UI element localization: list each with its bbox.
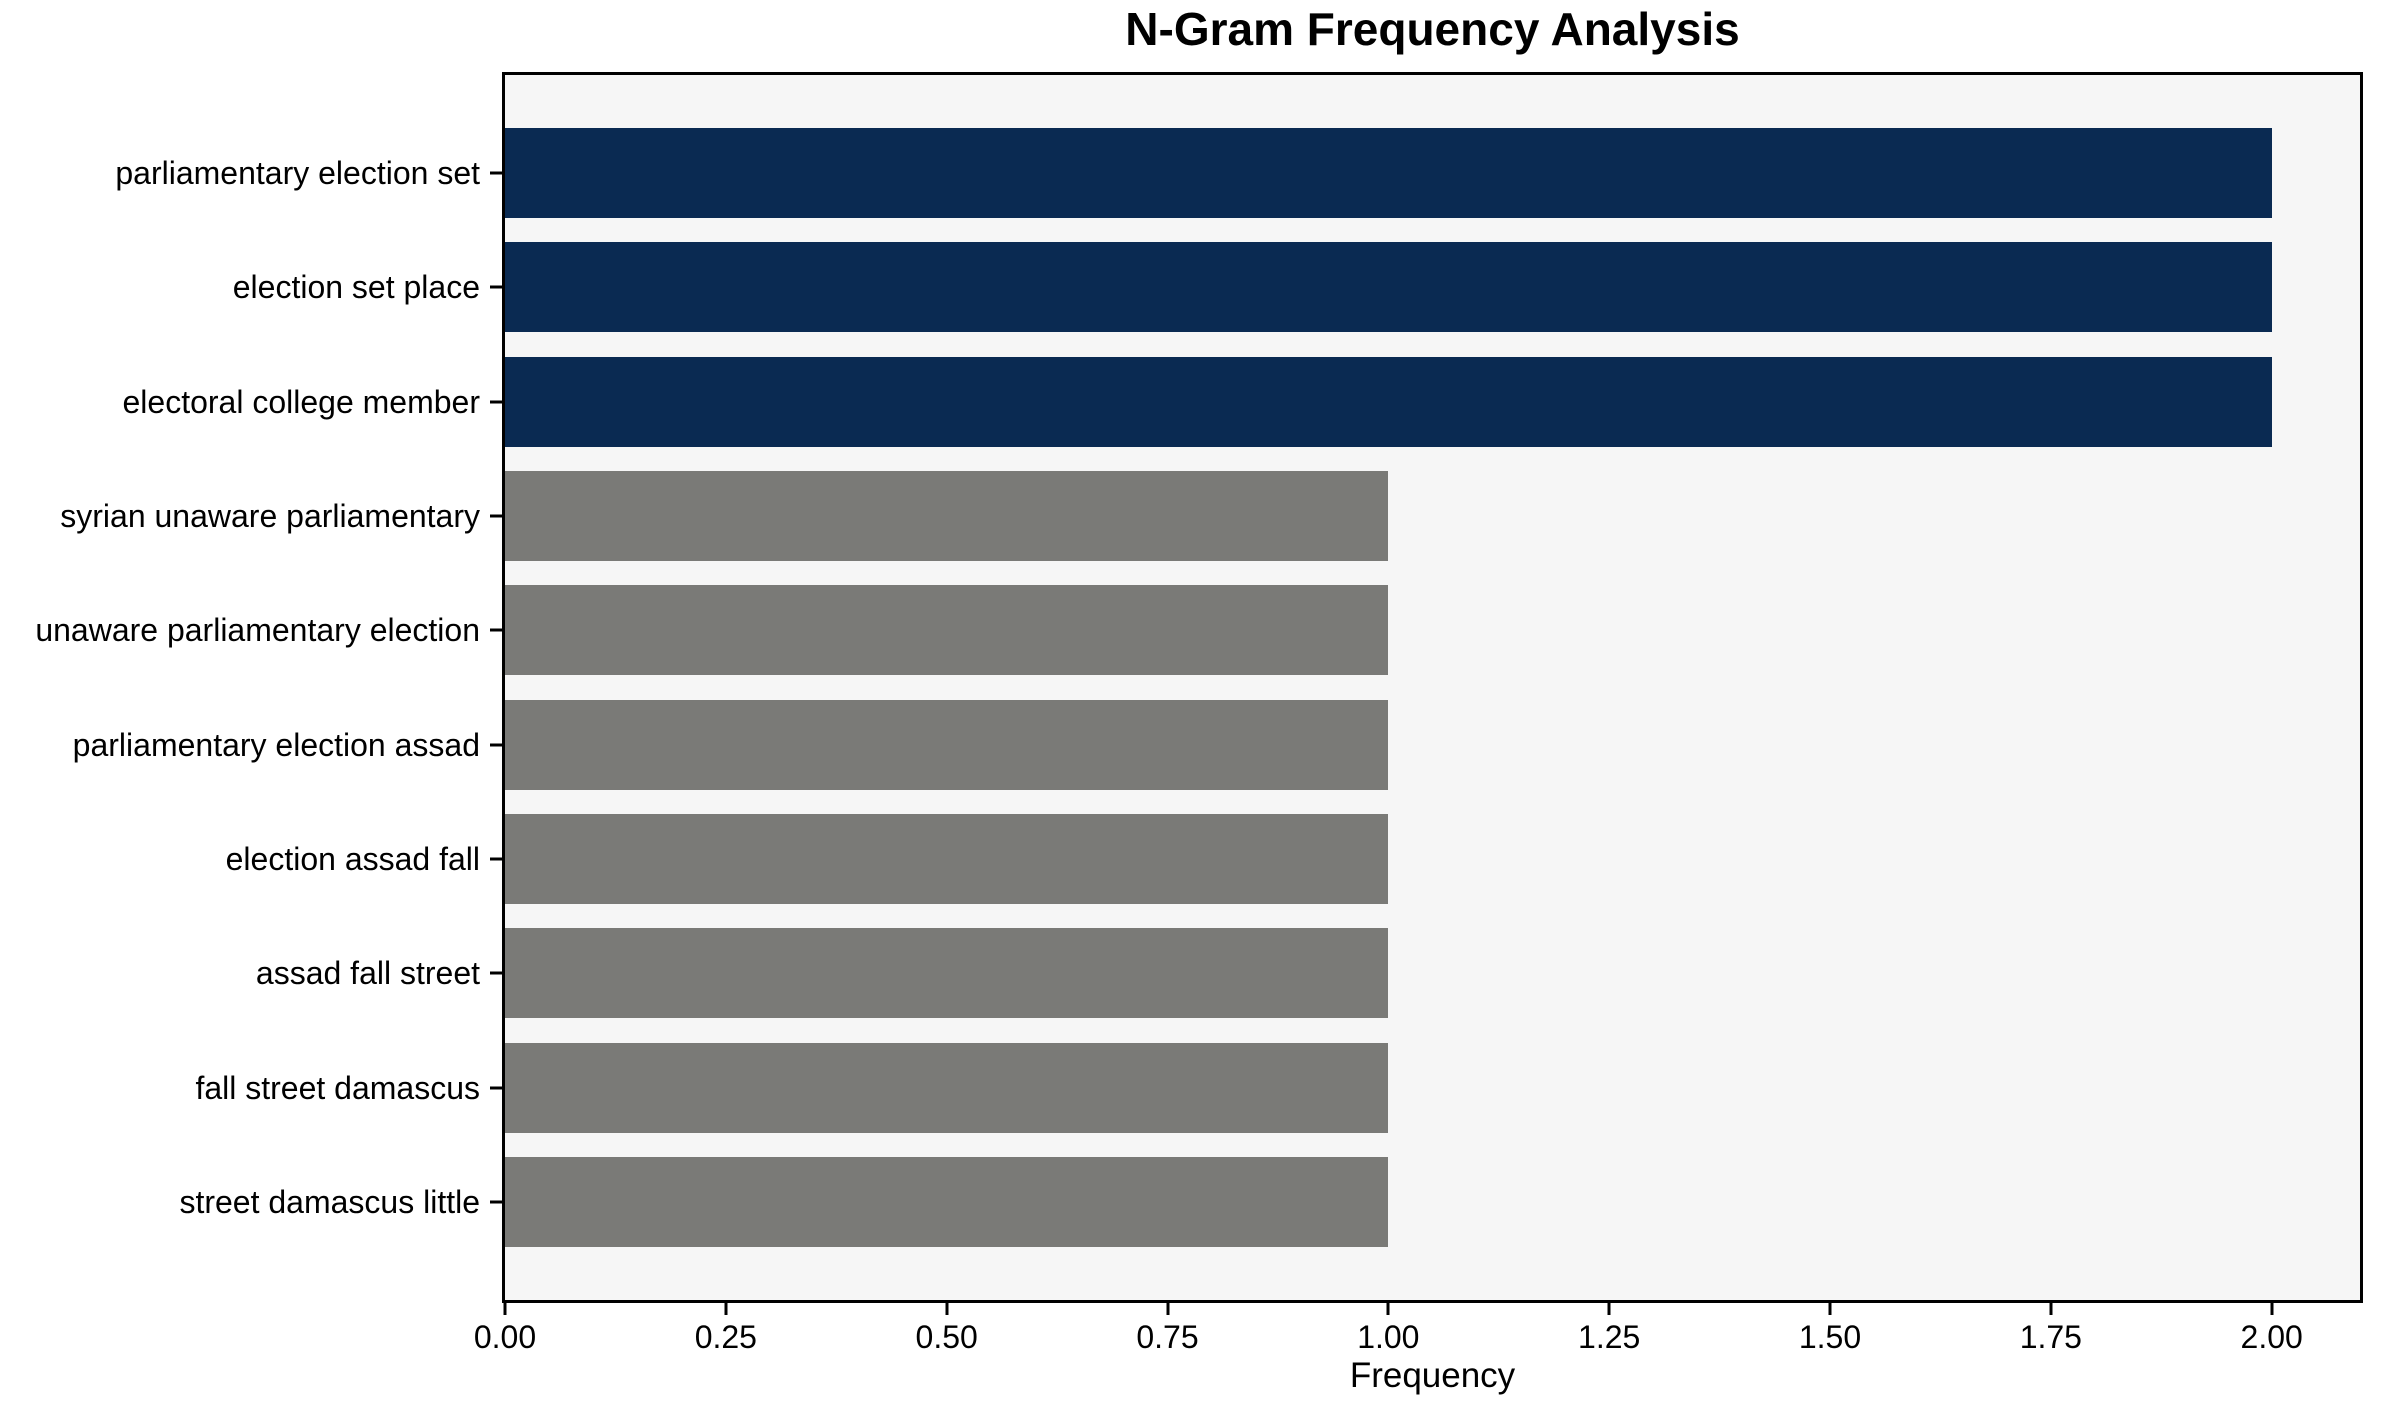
bar	[505, 699, 1389, 790]
y-tick	[490, 171, 502, 175]
plot-area	[502, 72, 2363, 1303]
chart-title: N-Gram Frequency Analysis	[1125, 3, 1740, 55]
x-tick-label: 1.25	[1578, 1319, 1641, 1355]
x-tick	[1386, 1303, 1390, 1315]
bar	[505, 471, 1389, 561]
y-axis-label: fall street damascus	[195, 1069, 480, 1106]
y-axis-label: unaware parliamentary election	[35, 612, 480, 649]
x-tick	[945, 1303, 949, 1315]
x-tick	[2270, 1303, 2274, 1315]
x-tick-label: 0.25	[694, 1319, 757, 1355]
y-tick	[490, 628, 502, 632]
x-tick-label: 0.50	[915, 1319, 978, 1355]
bars-layer	[505, 75, 2360, 1300]
y-tick	[490, 857, 502, 861]
y-axis-label: street damascus little	[179, 1184, 480, 1220]
x-tick-label: 0.75	[1136, 1319, 1199, 1355]
x-tick-label: 1.50	[1798, 1319, 1862, 1355]
x-tick-label: 1.75	[2019, 1319, 2082, 1355]
bar	[505, 928, 1389, 1019]
y-tick	[490, 743, 502, 747]
bar	[505, 814, 1389, 904]
x-tick	[2049, 1303, 2053, 1315]
x-tick-label: 2.00	[2240, 1319, 2303, 1355]
bar	[505, 356, 2272, 447]
x-tick	[1166, 1303, 1169, 1315]
y-tick	[490, 514, 502, 518]
x-tick-label: 1.00	[1357, 1319, 1420, 1355]
y-tick	[490, 1200, 502, 1204]
x-tick	[503, 1303, 507, 1315]
x-tick	[724, 1303, 728, 1315]
y-tick	[490, 285, 502, 289]
bar	[505, 1042, 1389, 1133]
y-axis-label: electoral college member	[122, 383, 481, 420]
y-axis-label: parliamentary election set	[115, 155, 480, 191]
y-axis-label: election assad fall	[225, 841, 480, 877]
y-axis-label: election set place	[232, 269, 480, 306]
bar	[505, 128, 2272, 218]
x-axis-label: Frequency	[1349, 1356, 1516, 1395]
y-axis-label: assad fall street	[255, 955, 480, 992]
x-tick-label: 0.00	[473, 1319, 537, 1355]
bar	[505, 242, 2272, 333]
y-tick	[490, 400, 502, 404]
y-axis-label: syrian unaware parliamentary	[60, 498, 480, 534]
x-tick	[1828, 1303, 1832, 1315]
x-tick	[1607, 1303, 1611, 1315]
y-tick	[490, 971, 502, 975]
bar	[505, 585, 1389, 676]
y-axis-label: parliamentary election assad	[72, 726, 480, 763]
y-tick	[490, 1086, 502, 1090]
bar	[505, 1157, 1389, 1247]
